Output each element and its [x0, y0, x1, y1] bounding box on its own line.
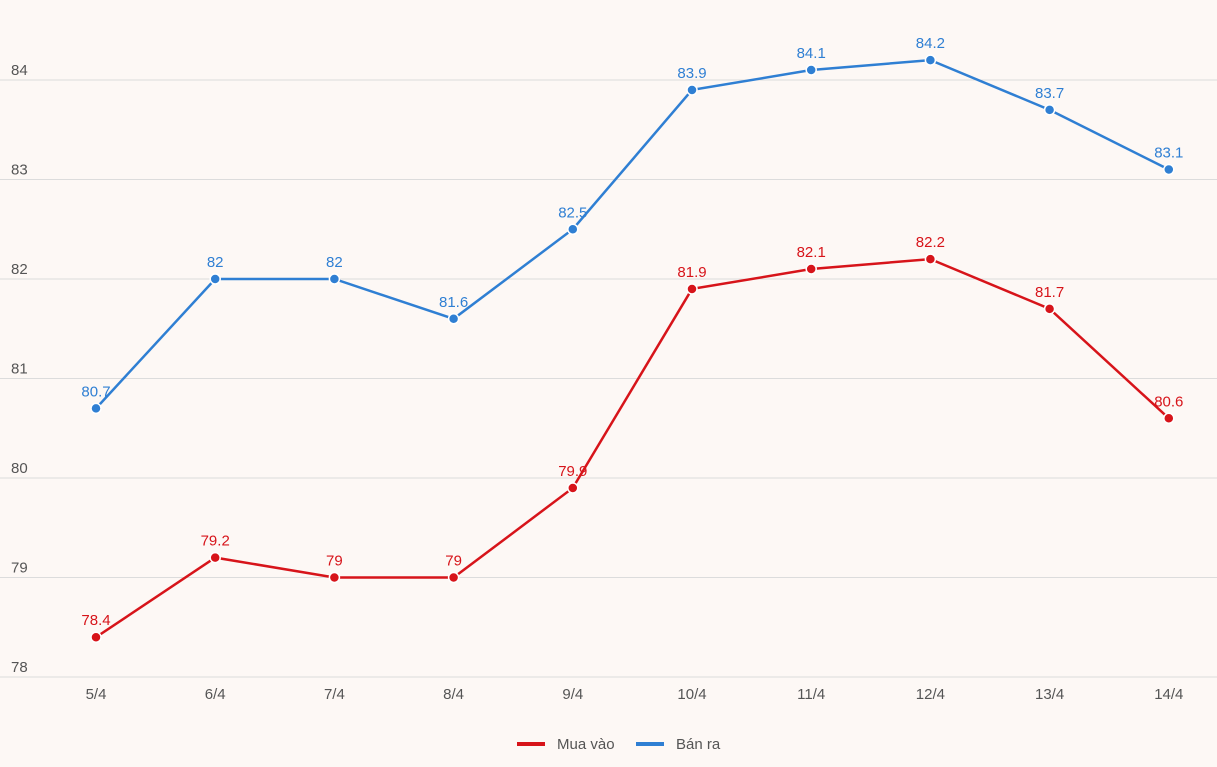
data-point-ban-ra	[686, 84, 698, 96]
data-point-ban-ra	[1163, 163, 1175, 176]
data-label-ban-ra: 84.2	[916, 35, 945, 52]
legend-label-mua-vao: Mua vào	[557, 736, 615, 753]
data-point-mua-vao	[805, 263, 817, 275]
data-label-ban-ra: 82.5	[558, 204, 587, 221]
data-label-ban-ra: 81.6	[439, 294, 468, 311]
data-label-mua-vao: 78.4	[81, 612, 110, 629]
y-tick-label: 82	[11, 261, 28, 278]
data-point-ban-ra	[447, 313, 460, 325]
data-label-mua-vao: 80.6	[1154, 393, 1183, 410]
x-tick-label: 5/4	[86, 686, 107, 703]
data-point-mua-vao	[567, 482, 579, 494]
x-tick-label: 14/4	[1154, 686, 1183, 703]
y-tick-label: 84	[11, 62, 28, 79]
data-label-ban-ra: 83.1	[1154, 145, 1183, 162]
series-ban-ra: 80.7 82 82 81.6 82.5 83.9 84.1 84.2 83.7 83.1	[81, 35, 1183, 415]
y-tick-label: 80	[11, 460, 28, 477]
data-label-ban-ra: 83.7	[1035, 85, 1064, 102]
series-group: 78.479.279 7979.981.982.182.281.780.680.7…	[81, 35, 1183, 643]
data-label-mua-vao: 81.7	[1035, 284, 1064, 301]
y-axis-ticks: 78 79 80 81 82 83 84	[11, 62, 28, 676]
data-point-ban-ra	[1043, 104, 1056, 116]
y-tick-label: 81	[11, 361, 28, 378]
y-tick-label: 78	[11, 659, 28, 676]
data-point-ban-ra	[90, 402, 102, 415]
data-label-mua-vao: 82.2	[916, 234, 945, 251]
x-axis-ticks: 5/4 6/4 7/4 8/4 9/4 10/4 11/4 12/4 13/4 14/4	[86, 686, 1184, 703]
data-label-mua-vao: 82.1	[797, 244, 826, 261]
series-line-ban-ra	[95, 58, 1170, 410]
data-label-mua-vao: 79	[445, 553, 462, 570]
data-point-ban-ra	[924, 54, 937, 66]
data-point-mua-vao	[1043, 303, 1056, 315]
data-point-mua-vao	[924, 253, 937, 265]
legend: Mua vào Bán ra	[517, 736, 721, 753]
data-point-ban-ra	[805, 64, 817, 76]
series-line-mua-vao	[95, 257, 1170, 639]
x-tick-label: 7/4	[324, 686, 345, 703]
data-label-mua-vao: 79	[326, 553, 343, 570]
data-label-ban-ra: 82	[207, 254, 224, 271]
y-tick-label: 79	[11, 560, 28, 577]
data-point-ban-ra	[209, 273, 221, 285]
series-mua-vao: 78.4 79.2 79 79 79.9 81.9 82.1 82.2 81.7 80.6	[81, 234, 1183, 643]
data-point-mua-vao	[686, 283, 698, 295]
x-tick-label: 13/4	[1035, 686, 1064, 703]
data-point-ban-ra	[328, 273, 341, 285]
data-label-ban-ra: 84.1	[797, 45, 826, 62]
data-point-ban-ra	[567, 223, 579, 235]
data-label-ban-ra: 83.9	[677, 65, 706, 82]
data-point-mua-vao	[328, 571, 341, 584]
y-tick-label: 83	[11, 162, 28, 179]
x-tick-label: 11/4	[797, 686, 825, 703]
data-point-mua-vao	[447, 571, 460, 584]
grid	[0, 79, 1217, 678]
data-point-mua-vao	[1163, 412, 1175, 425]
x-tick-label: 6/4	[205, 686, 226, 703]
data-label-ban-ra: 80.7	[81, 383, 110, 400]
data-label-mua-vao: 79.2	[201, 533, 230, 550]
data-point-mua-vao	[209, 551, 221, 564]
x-tick-label: 12/4	[916, 686, 945, 703]
data-label-mua-vao: 79.9	[558, 463, 587, 480]
x-tick-label: 10/4	[677, 686, 706, 703]
data-point-mua-vao	[90, 631, 102, 643]
x-tick-label: 8/4	[443, 686, 464, 703]
data-label-ban-ra: 82	[326, 254, 343, 271]
legend-label-ban-ra: Bán ra	[676, 736, 721, 753]
x-tick-label: 9/4	[562, 686, 583, 703]
data-label-mua-vao: 81.9	[677, 264, 706, 281]
